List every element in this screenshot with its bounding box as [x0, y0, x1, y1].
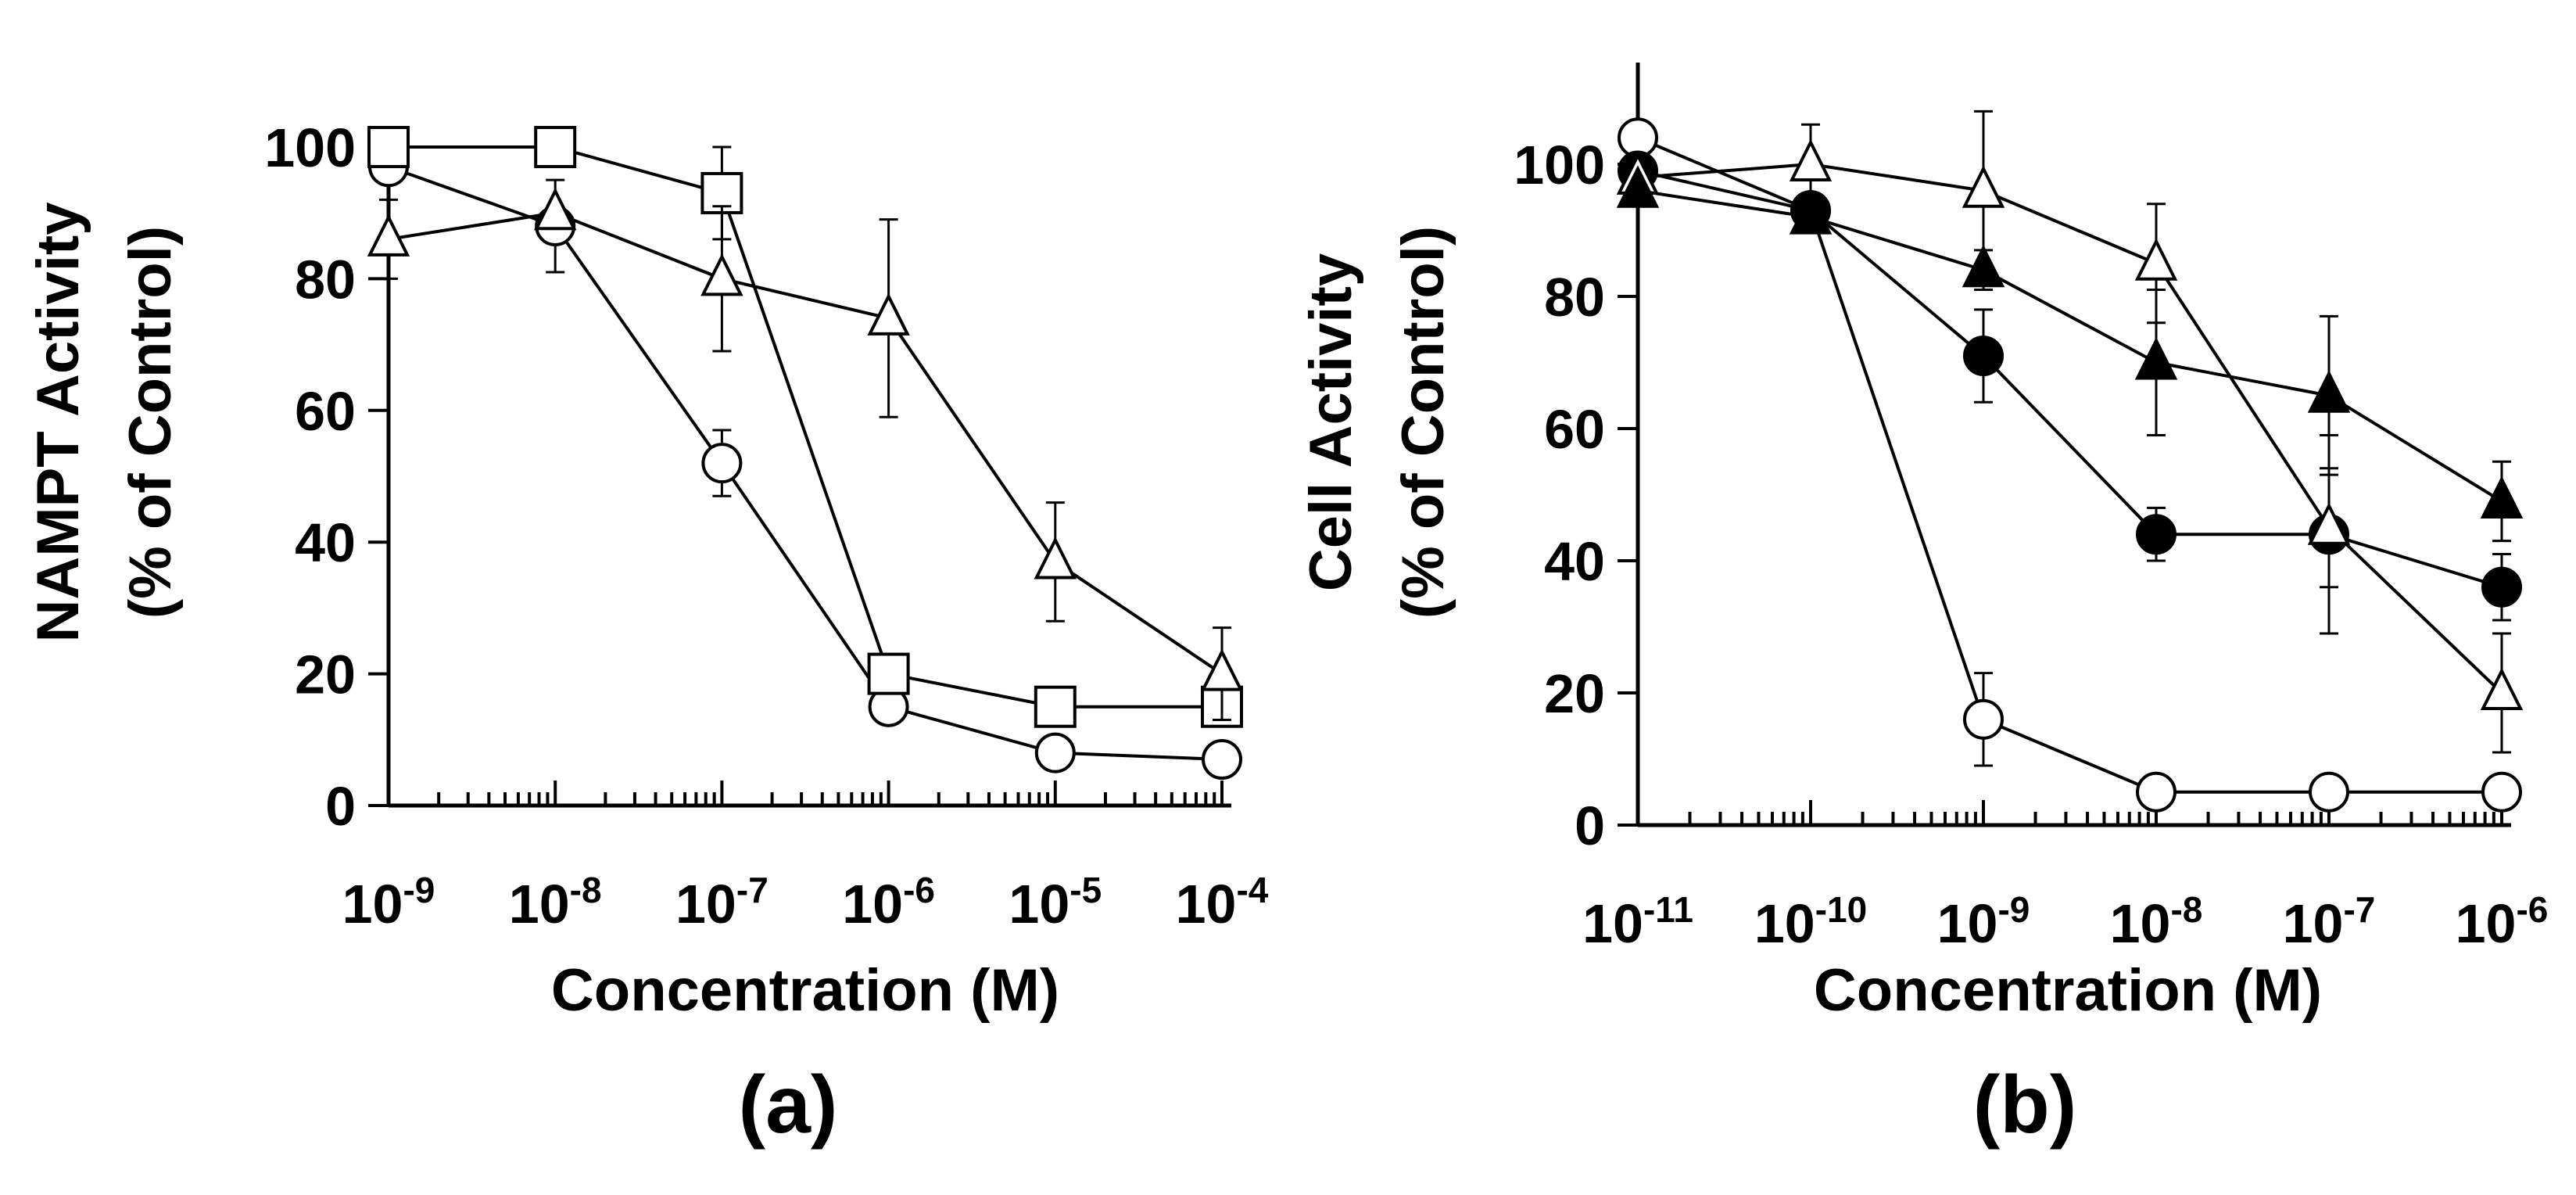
data-point-open-square [867, 652, 910, 695]
series-line-open-circle [1637, 136, 2502, 794]
y-tick-label: 60 [295, 381, 356, 442]
data-point-open-triangle [1034, 536, 1077, 580]
series-line-open-square [389, 145, 1222, 709]
data-point-open-triangle [1962, 165, 2005, 208]
x-tick-label: 10-8 [509, 870, 602, 935]
data-point-open-circle [701, 443, 743, 484]
x-tick-label: 10-9 [342, 870, 435, 935]
panel-label: (b) [1973, 1060, 2077, 1150]
data-point-open-triangle [700, 253, 743, 296]
data-point-open-circle [1963, 698, 2004, 740]
data-point-filled-triangle [1789, 192, 1833, 235]
series-line-open-circle [388, 165, 1223, 762]
data-point-open-circle [2309, 771, 2349, 813]
data-point-filled-circle [1963, 336, 2004, 377]
x-tick-label: 10-11 [1582, 889, 1693, 954]
y-axis-title: NAMPT Activity [25, 202, 91, 642]
y-axis-subtitle: (% of Control) [1390, 226, 1456, 619]
data-point-filled-triangle [1616, 165, 1660, 208]
series-line-filled-triangle [1637, 188, 2503, 503]
data-point-open-circle [2481, 771, 2522, 813]
series-line-filled-circle [1637, 169, 2503, 589]
x-axis-title: Concentration (M) [551, 957, 1059, 1024]
y-tick-label: 20 [295, 644, 356, 705]
y-tick-label: 100 [264, 117, 356, 178]
data-point-open-square [1034, 685, 1077, 728]
data-point-filled-triangle [2480, 475, 2524, 519]
y-tick-label: 40 [1544, 531, 1605, 592]
y-tick-label: 0 [1575, 795, 1605, 856]
data-point-open-triangle [1789, 138, 1833, 181]
data-point-open-triangle [2307, 502, 2351, 545]
x-tick-label: 10-7 [675, 870, 769, 935]
y-tick-label: 0 [325, 776, 356, 837]
x-tick-label: 10-5 [1009, 870, 1102, 935]
chart-panel-b: 0 20 40 60 80 100 10-11 10-10 10-9 10-8 10-7 10-6 Co… [1298, 63, 2548, 1150]
data-point-filled-triangle [2134, 337, 2178, 380]
series-line-open-triangle [1637, 162, 2503, 694]
data-point-filled-triangle [1962, 244, 2005, 288]
y-tick-label: 80 [295, 249, 356, 310]
data-point-filled-circle [2481, 566, 2522, 608]
x-tick-label: 10-7 [2283, 889, 2376, 954]
data-point-filled-circle [2136, 514, 2177, 555]
data-point-open-triangle [2480, 667, 2524, 710]
data-point-open-circle [2136, 771, 2177, 813]
x-axis-title: Concentration (M) [1814, 957, 2322, 1024]
data-point-open-circle [1034, 732, 1076, 773]
data-point-open-triangle [367, 214, 410, 257]
x-tick-label: 10-10 [1754, 889, 1867, 954]
data-point-open-circle [1202, 739, 1242, 781]
y-tick-label: 60 [1544, 399, 1605, 460]
chart-panel-a: 0 20 40 60 80 100 10-9 10-8 10-7 10-6 10-5 10-4 Conc… [25, 117, 1269, 1150]
series-line-open-triangle [388, 211, 1224, 676]
x-tick-label: 10-8 [2110, 889, 2203, 954]
x-tick-label: 10-4 [1176, 870, 1269, 935]
x-tick-label: 10-6 [842, 870, 935, 935]
y-tick-label: 40 [295, 512, 356, 573]
y-tick-label: 20 [1544, 663, 1605, 724]
y-tick-label: 100 [1514, 135, 1605, 196]
panel-label: (a) [738, 1060, 837, 1150]
data-point-open-triangle [867, 292, 910, 336]
data-point-open-square [367, 126, 410, 168]
x-tick-label: 10-6 [2456, 889, 2549, 954]
data-point-open-square [534, 126, 577, 168]
data-point-filled-triangle [2307, 370, 2351, 413]
y-axis-subtitle: (% of Control) [117, 226, 184, 619]
data-point-open-triangle [1200, 648, 1244, 691]
y-axis-title: Cell Activity [1298, 253, 1364, 591]
x-tick-label: 10-9 [1937, 889, 2030, 954]
data-point-open-triangle [2134, 238, 2178, 281]
y-tick-label: 80 [1544, 267, 1605, 328]
data-point-open-triangle [533, 187, 577, 231]
